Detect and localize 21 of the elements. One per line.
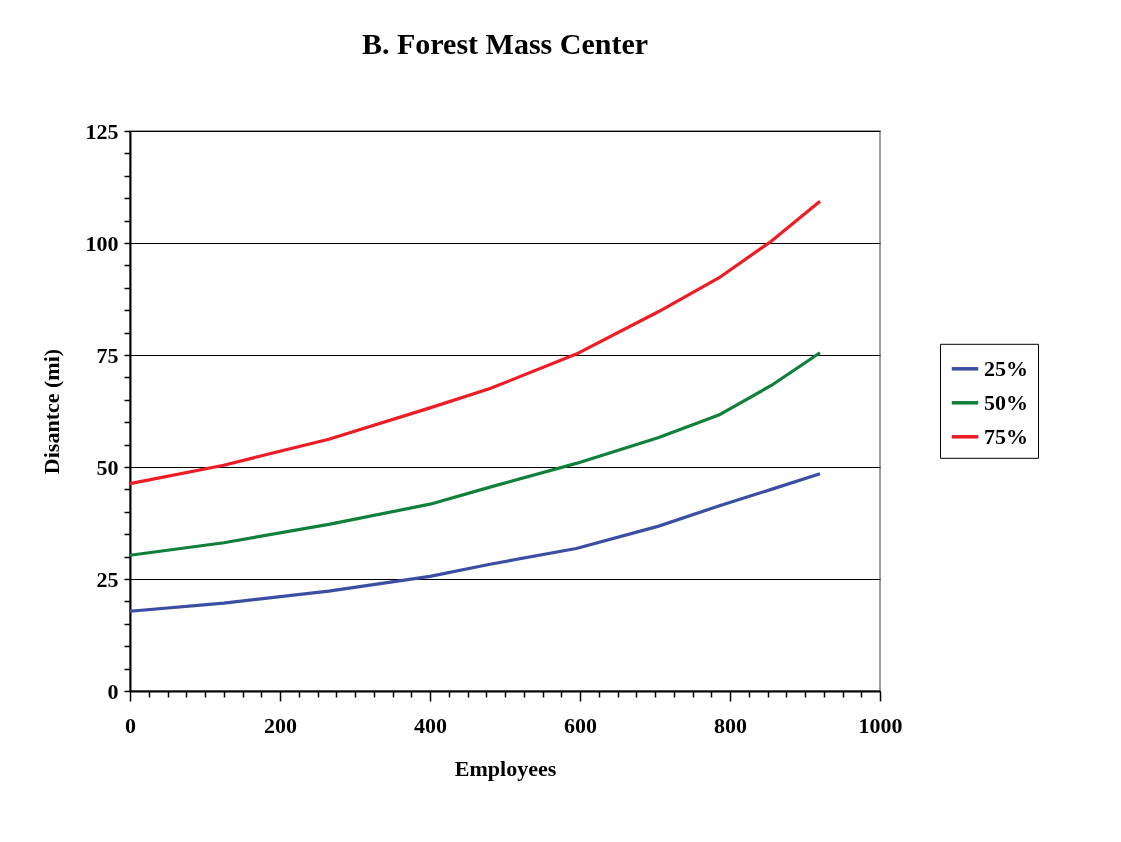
y-tick-label: 50 bbox=[96, 454, 119, 480]
line-series bbox=[128, 472, 822, 613]
x-tick-label: 600 bbox=[564, 712, 597, 738]
x-tick-label: 0 bbox=[125, 712, 136, 738]
y-tick-label: 125 bbox=[85, 118, 119, 144]
y-axis-title: Disantce (mi) bbox=[38, 348, 64, 475]
y-tick-label: 0 bbox=[107, 678, 119, 704]
chart-title: B. Forest Mass Center bbox=[361, 27, 649, 60]
y-tick-label: 100 bbox=[85, 230, 119, 256]
x-tick-label: 400 bbox=[414, 712, 447, 738]
x-tick-label: 200 bbox=[264, 712, 297, 738]
x-tick-label: 1000 bbox=[858, 712, 903, 738]
x-axis-title: Employees bbox=[454, 755, 557, 781]
x-tick-label: 800 bbox=[714, 712, 747, 738]
legend-label: 25% bbox=[984, 355, 1028, 381]
legend-label: 50% bbox=[984, 389, 1028, 415]
y-tick-label: 25 bbox=[96, 566, 119, 592]
legend-label: 75% bbox=[984, 423, 1028, 449]
y-tick-label: 75 bbox=[96, 342, 119, 368]
line-series bbox=[128, 351, 822, 557]
line-series bbox=[128, 199, 822, 486]
